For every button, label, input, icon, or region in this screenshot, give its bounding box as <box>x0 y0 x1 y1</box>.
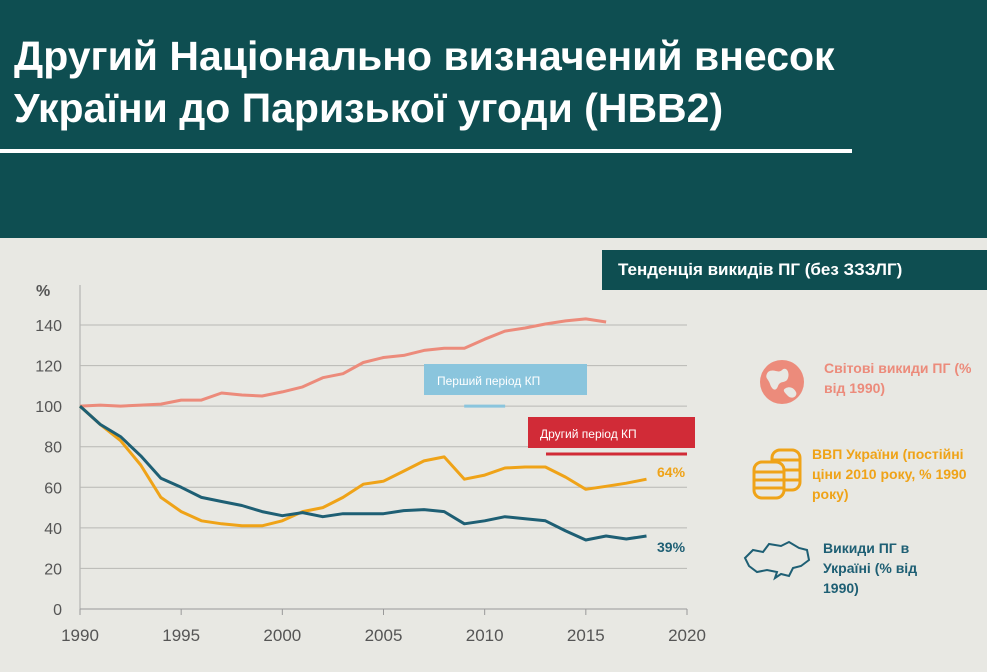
chart-tag: Тенденція викидів ПГ (без ЗЗЗЛГ) <box>602 250 987 290</box>
period-1-box <box>424 364 587 395</box>
y-tick-label: 0 <box>53 602 62 619</box>
y-tick-label: 40 <box>44 521 62 538</box>
ukraine-map-icon <box>742 538 812 589</box>
x-tick-label: 2000 <box>263 626 301 645</box>
x-tick-label: 2015 <box>567 626 605 645</box>
y-tick-label: 80 <box>44 440 62 457</box>
y-axis-label: % <box>36 283 50 300</box>
series-line-ukraine <box>78 404 647 542</box>
title-line-1: Другий Національно визначений внесок <box>14 33 835 79</box>
x-tick-label: 2020 <box>668 626 706 645</box>
period-1-label: Перший період КП <box>437 374 540 388</box>
x-tick-label: 1990 <box>61 626 99 645</box>
legend-world: Світові викиди ПГ (% від 1990) <box>824 360 972 396</box>
page-title: Другий Національно визначений внесок Укра… <box>14 30 835 134</box>
coins-icon <box>752 446 804 505</box>
x-tick-label: 2010 <box>466 626 504 645</box>
x-tick-label: 1995 <box>162 626 200 645</box>
y-tick-label: 20 <box>44 561 62 578</box>
header-banner: Другий Національно визначений внесок Укра… <box>0 0 987 238</box>
end-label-gdp: 64% <box>657 464 686 480</box>
title-line-2: України до Паризької угоди (НВВ2) <box>14 85 724 131</box>
end-label-ukraine: 39% <box>657 539 686 555</box>
y-tick-label: 60 <box>44 480 62 497</box>
y-tick-label: 140 <box>35 318 62 335</box>
period-2-box <box>528 417 695 448</box>
y-tick-label: 120 <box>35 359 62 376</box>
legend-gdp: ВВП України (постійні ціни 2010 року, % … <box>812 446 967 502</box>
series-line-world <box>79 317 607 408</box>
series-line-gdp <box>78 404 647 528</box>
x-tick-label: 2005 <box>365 626 403 645</box>
period-2-label: Другий період КП <box>540 427 637 441</box>
globe-icon <box>758 358 806 411</box>
legend-ukraine: Викиди ПГ в Україні (% від 1990) <box>823 540 918 596</box>
title-underline <box>0 149 852 153</box>
y-tick-label: 100 <box>35 399 62 416</box>
